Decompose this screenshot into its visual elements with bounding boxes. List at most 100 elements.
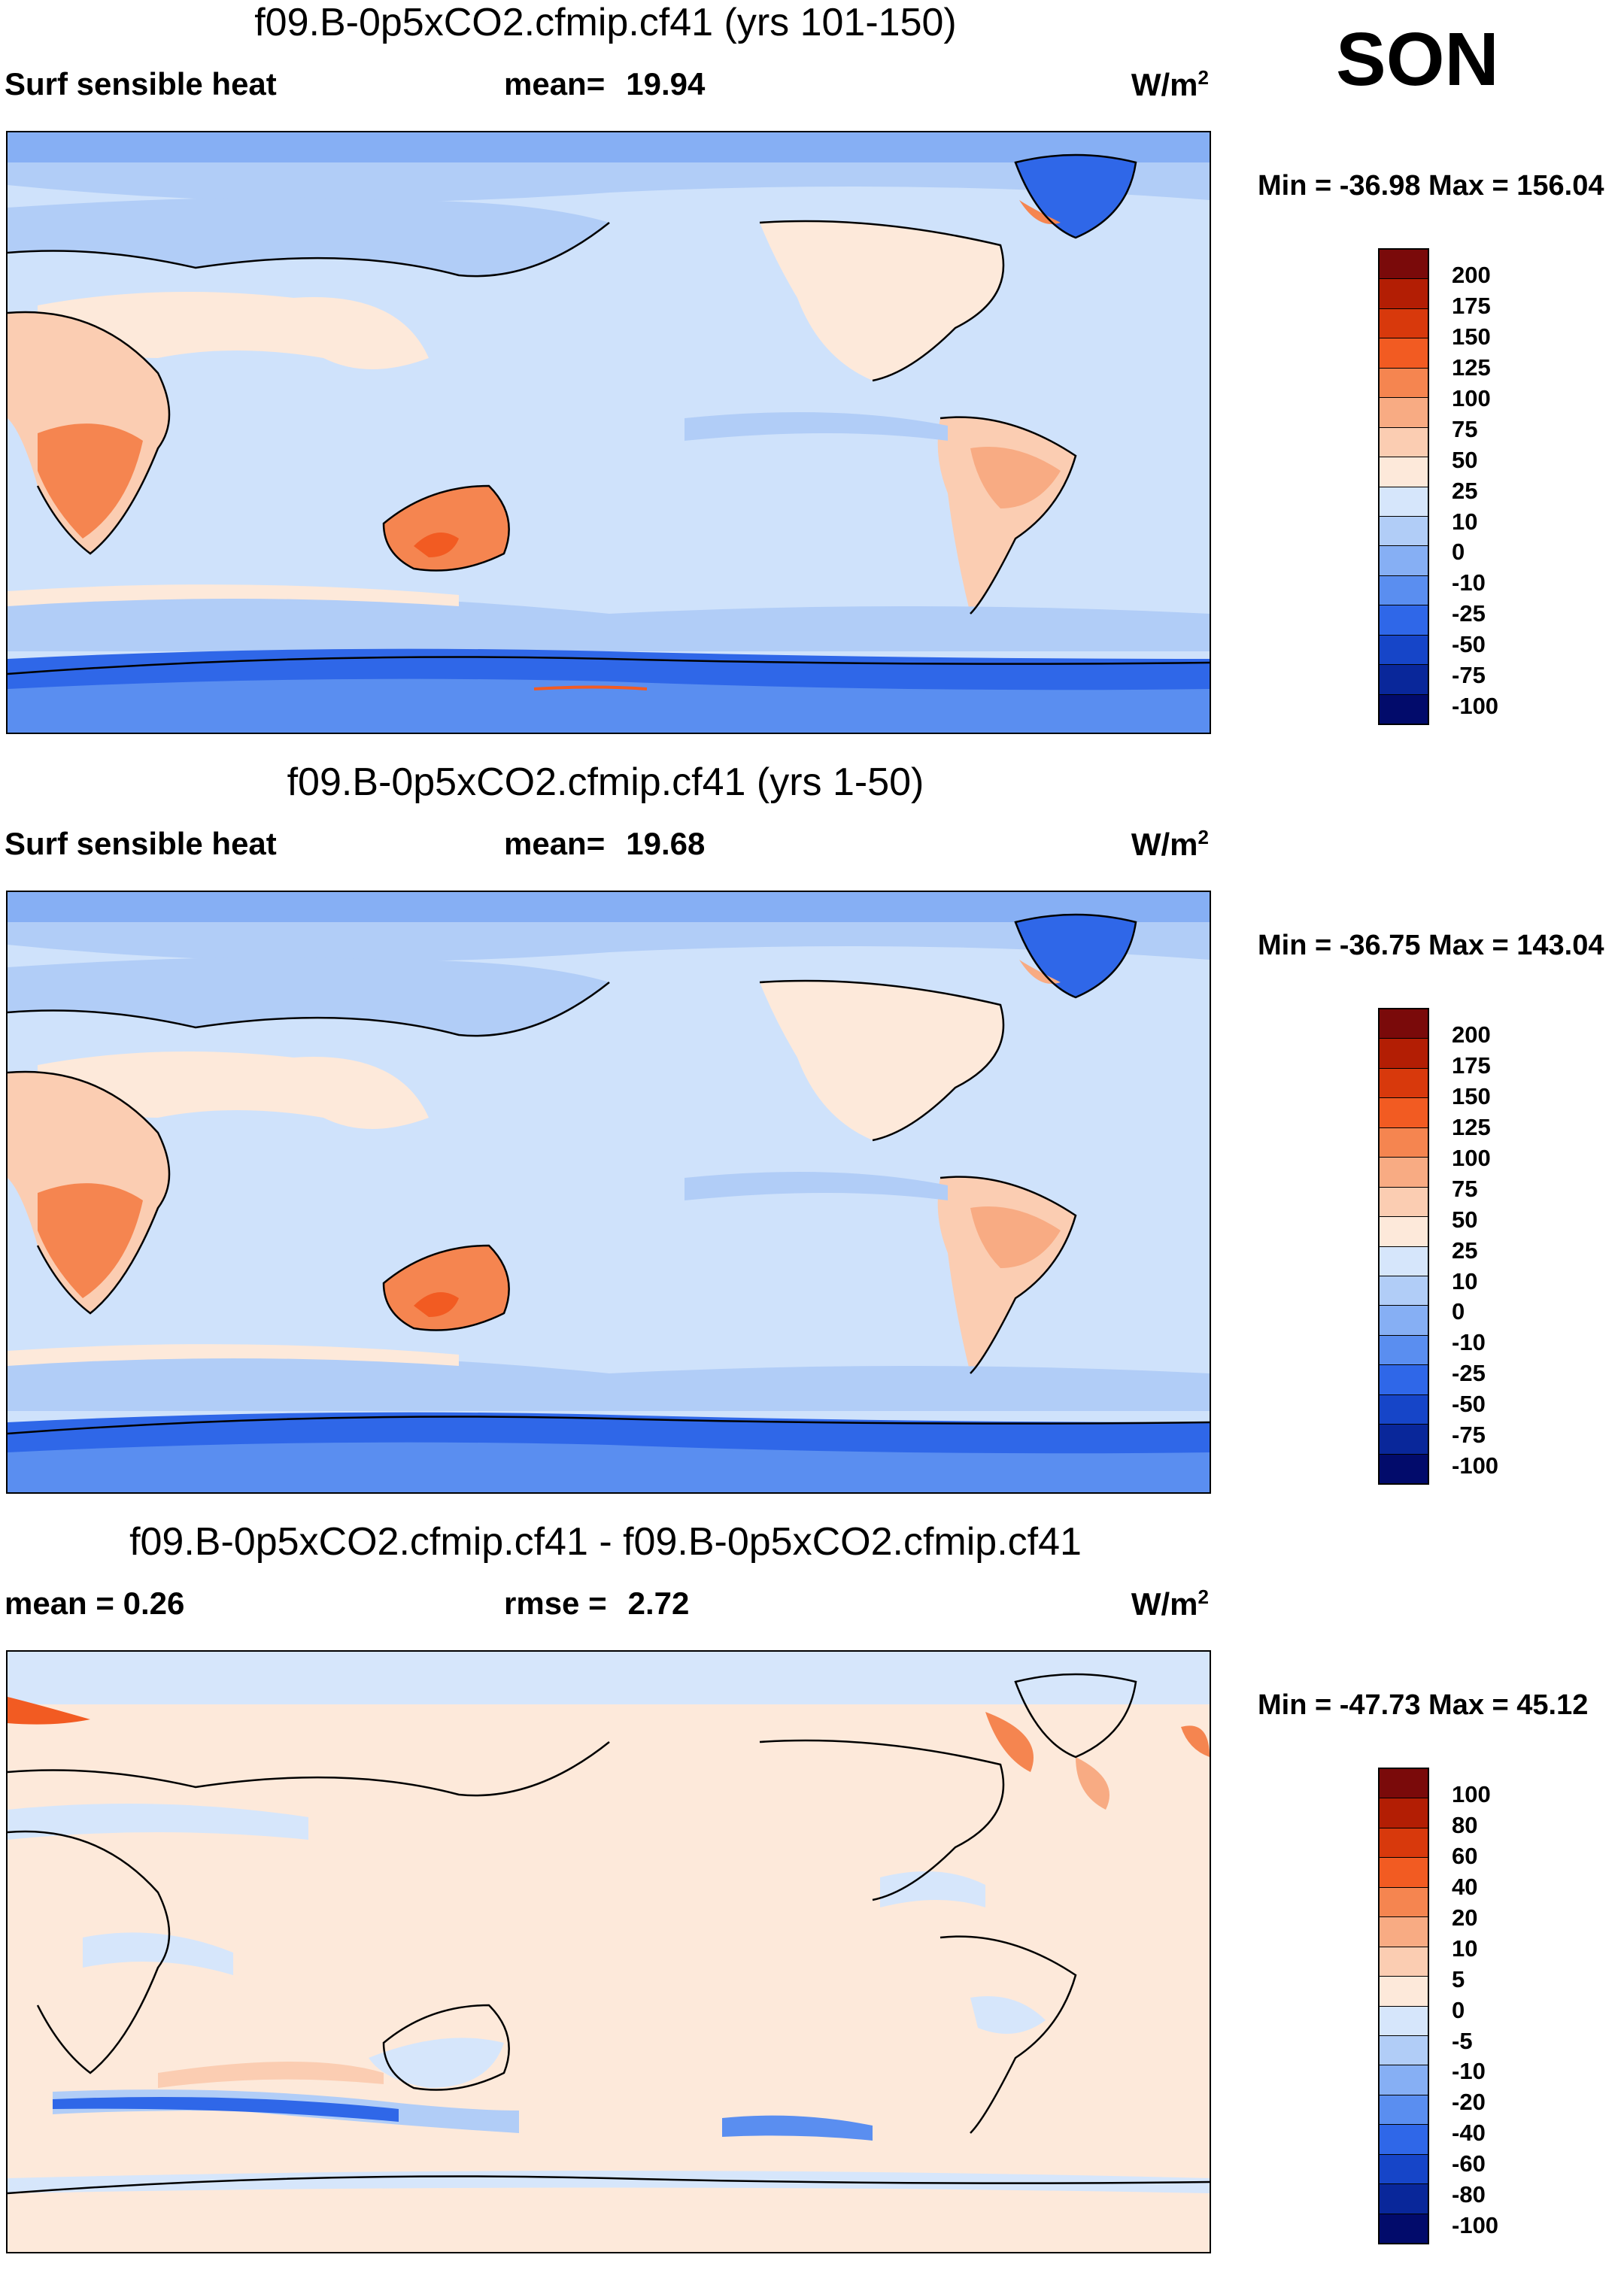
legend-tick: 10 [1452,1267,1478,1294]
units-text: W/m [1131,67,1198,102]
legend-tick: -5 [1452,2027,1473,2054]
min-max-label: Min = -47.73 Max = 45.12 [1258,1689,1589,1721]
season-label: SON [1336,17,1499,102]
panel-years-1-50: f09.B-0p5xCO2.cfmip.cf41 (yrs 1-50) Surf… [0,760,1624,1519]
legend-tick: 10 [1452,508,1478,535]
legend-tick: 200 [1452,1021,1491,1048]
legend-tick: 200 [1452,262,1491,288]
units-label: W/m2 [1131,1586,1209,1622]
mean-value: 19.68 [626,826,706,861]
legend-tick: 60 [1452,1842,1478,1869]
legend-tick: 80 [1452,1811,1478,1838]
legend-swatch [1380,308,1428,339]
variable-label: Surf sensible heat [5,66,277,102]
legend-tick: 20 [1452,1904,1478,1931]
legend-tick: 75 [1452,415,1478,442]
legend-ticks: 100 80 60 40 20 10 5 0 -5 -10 -20 -40 -60 -80 -100 [1452,1768,1542,2244]
color-legend [1378,248,1429,725]
map-field-absolute [8,132,1210,733]
legend-swatch [1380,427,1428,458]
legend-tick: -60 [1452,2150,1486,2177]
legend-swatch [1380,1187,1428,1218]
panel-title: f09.B-0p5xCO2.cfmip.cf41 (yrs 101-150) [254,1,957,44]
legend-tick: 100 [1452,384,1491,411]
legend-tick: -25 [1452,1360,1486,1387]
world-map [6,131,1211,734]
units-text: W/m [1131,1586,1198,1622]
legend-swatch [1380,1947,1428,1977]
legend-tick: 100 [1452,1144,1491,1171]
mean-label: mean = 0.26 [5,1586,185,1621]
legend-swatch [1380,1769,1428,1799]
panel-title: f09.B-0p5xCO2.cfmip.cf41 (yrs 1-50) [287,760,924,804]
legend-swatch [1380,2095,1428,2126]
legend-swatch [1380,2006,1428,2036]
legend-swatch [1380,1887,1428,1918]
panel-years-101-150: f09.B-0p5xCO2.cfmip.cf41 (yrs 101-150) S… [0,0,1624,760]
units-exponent: 2 [1198,1586,1209,1608]
units-label: W/m2 [1131,66,1209,103]
world-map [6,891,1211,1494]
legend-tick: -10 [1452,2058,1486,2085]
legend-tick: 150 [1452,1082,1491,1109]
legend-tick: 0 [1452,1298,1465,1325]
legend-swatch [1380,665,1428,695]
legend-swatch [1380,1917,1428,1947]
legend-tick: 0 [1452,1996,1465,2023]
legend-swatch [1380,1098,1428,1128]
legend-swatch [1380,1365,1428,1395]
map-field-absolute [8,892,1210,1492]
legend-swatch [1380,1068,1428,1099]
mean-value: 19.94 [626,66,706,102]
legend-swatch [1380,516,1428,547]
legend-swatch [1380,1425,1428,1455]
rmse-label: rmse = [504,1586,607,1621]
legend-tick: 25 [1452,1237,1478,1264]
legend-tick: 175 [1452,292,1491,319]
legend-tick: -100 [1452,2212,1499,2239]
legend-tick: 10 [1452,1935,1478,1962]
legend-swatch [1380,487,1428,517]
min-max-label: Min = -36.75 Max = 143.04 [1258,930,1604,961]
legend-swatch [1380,694,1428,724]
min-max-label: Min = -36.98 Max = 156.04 [1258,170,1604,202]
color-legend [1378,1768,1429,2244]
legend-tick: -50 [1452,631,1486,658]
legend-swatch [1380,457,1428,487]
legend-swatch [1380,338,1428,369]
legend-tick: -100 [1452,1452,1499,1479]
legend-tick: 150 [1452,323,1491,350]
legend-swatch [1380,368,1428,399]
legend-tick: 25 [1452,477,1478,504]
legend-swatch [1380,1217,1428,1247]
legend-tick: -80 [1452,2181,1486,2208]
legend-ticks: 200 175 150 125 100 75 50 25 10 0 -10 -25 -50 -75 -100 [1452,248,1542,725]
units-exponent: 2 [1198,66,1209,89]
world-map [6,1650,1211,2253]
mean-stat: mean= 19.94 [504,66,705,102]
legend-swatch [1380,2035,1428,2066]
legend-tick: -40 [1452,2120,1486,2147]
legend-swatch [1380,1276,1428,1306]
legend-tick: -25 [1452,600,1486,627]
legend-swatch [1380,2184,1428,2214]
legend-tick: 125 [1452,354,1491,381]
legend-swatch [1380,1394,1428,1425]
units-exponent: 2 [1198,826,1209,848]
legend-tick: -75 [1452,662,1486,689]
legend-swatch [1380,1335,1428,1366]
legend-swatch [1380,1009,1428,1039]
legend-swatch [1380,1158,1428,1188]
legend-swatch [1380,1454,1428,1483]
variable-label: Surf sensible heat [5,826,277,861]
legend-swatch [1380,1306,1428,1336]
legend-tick: -50 [1452,1391,1486,1418]
mean-label: mean= [504,66,606,102]
legend-swatch [1380,2065,1428,2095]
legend-swatch [1380,250,1428,280]
rmse-stat: rmse = 2.72 [504,1586,689,1622]
legend-swatch [1380,635,1428,666]
legend-tick: 5 [1452,1965,1465,1992]
legend-tick: -100 [1452,693,1499,720]
legend-tick: 50 [1452,446,1478,473]
